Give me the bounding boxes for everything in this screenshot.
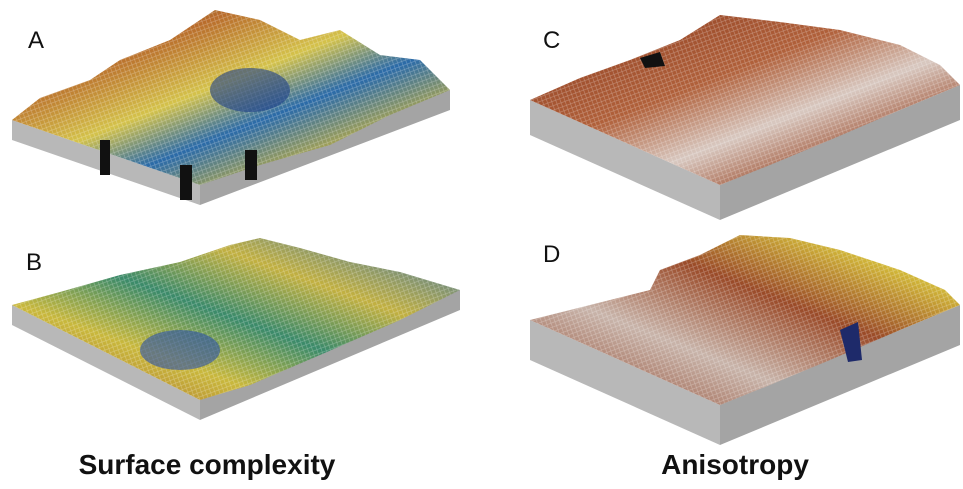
surface-c: C [530,15,960,220]
surface-b: B [12,238,460,420]
panel-label: C [543,27,560,54]
mesh [12,238,460,400]
hole [100,140,110,175]
surface-a: A [12,10,450,205]
figure: A B C D Surface complexity Anisotropy [0,0,963,489]
depression [210,68,290,112]
panel-label: B [26,249,42,276]
caption: Anisotropy [661,449,809,480]
depression [140,330,220,370]
panel-label: A [28,27,44,54]
caption: Surface complexity [79,449,336,480]
surface-d: D [530,235,960,445]
panel-label: D [543,241,560,268]
hole [180,165,192,200]
hole [245,150,257,180]
